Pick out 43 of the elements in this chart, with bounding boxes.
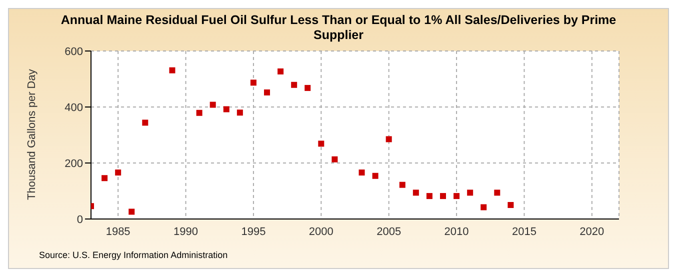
- x-tick-label: 2010: [444, 226, 469, 238]
- point: [467, 190, 474, 196]
- x-tick-label: 2015: [512, 226, 536, 238]
- point: [278, 68, 284, 74]
- y-tick-label: 200: [64, 158, 83, 170]
- x-tick-label: 2005: [376, 226, 402, 238]
- point: [169, 67, 176, 74]
- point: [304, 84, 311, 91]
- point: [250, 80, 256, 86]
- point: [142, 120, 148, 126]
- point: [412, 190, 419, 196]
- point: [236, 110, 243, 116]
- point: [332, 156, 338, 162]
- chart-title: Annual Maine Residual Fuel Oil Sulfur Less Than or Equal to 1% All Sales/Deliveries by Prime Supplier: [60, 12, 618, 43]
- y-tick-label: 400: [64, 102, 83, 114]
- point: [372, 172, 378, 179]
- point: [494, 190, 500, 196]
- x-tick-label: 1985: [106, 226, 130, 238]
- point: [128, 208, 135, 215]
- point: [358, 170, 365, 176]
- point: [399, 182, 406, 188]
- point: [102, 175, 108, 182]
- y-axis-title: Thousand Gallons per Day: [26, 68, 38, 200]
- point: [291, 82, 298, 88]
- x-tick-label: 2020: [580, 226, 604, 238]
- point: [115, 170, 122, 176]
- point: [454, 193, 460, 200]
- point: [210, 102, 216, 108]
- source-note: Source: U.S. Energy Information Administration: [39, 250, 228, 260]
- point: [508, 202, 514, 208]
- y-tick-label: 600: [64, 46, 83, 58]
- point: [440, 193, 446, 200]
- x-tick-label: 1990: [174, 226, 198, 238]
- point: [426, 193, 432, 200]
- point: [196, 110, 202, 116]
- point: [480, 204, 487, 210]
- point: [223, 106, 230, 112]
- y-tick-label: 0: [76, 214, 83, 226]
- point: [264, 89, 270, 96]
- x-tick-label: 2000: [308, 226, 334, 238]
- point: [386, 136, 392, 142]
- point: [318, 140, 324, 147]
- x-tick-label: 1995: [241, 226, 266, 238]
